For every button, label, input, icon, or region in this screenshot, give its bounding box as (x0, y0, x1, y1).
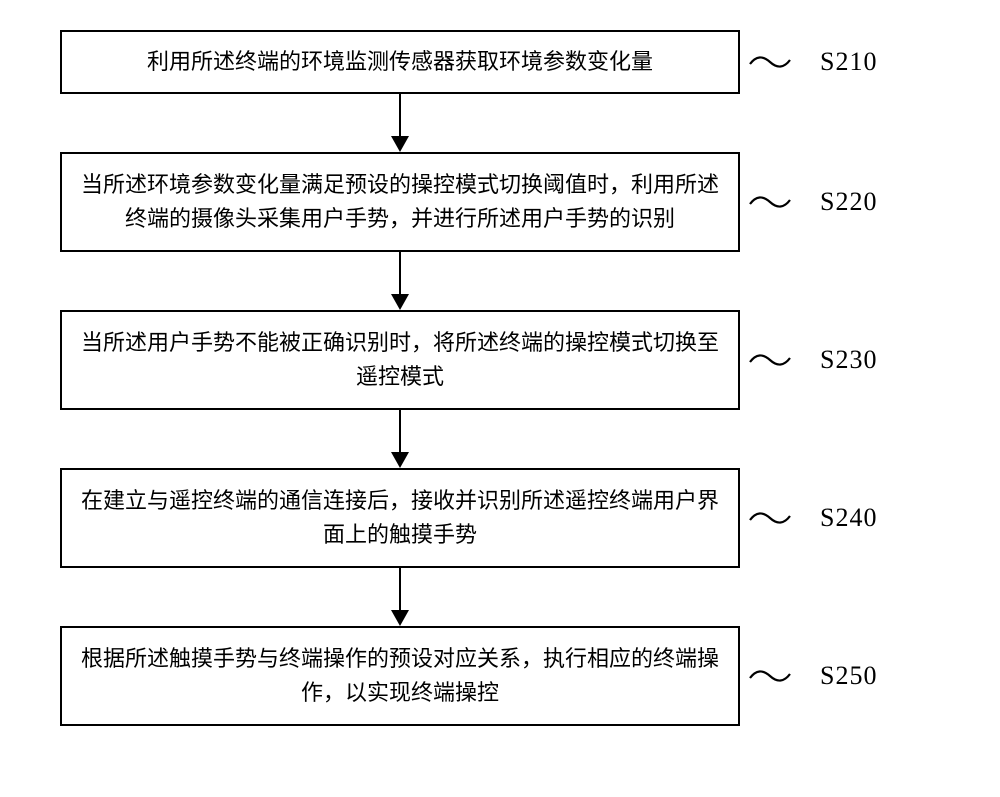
arrow-wrap (60, 252, 740, 310)
step-label: S240 (820, 503, 940, 533)
flow-step-box: 利用所述终端的环境监测传感器获取环境参数变化量 (60, 30, 740, 94)
step-label: S220 (820, 187, 940, 217)
connector-cell (740, 508, 800, 528)
connector-cell (740, 52, 800, 72)
flow-step-row: 利用所述终端的环境监测传感器获取环境参数变化量 S210 (60, 30, 940, 94)
flow-step-box: 当所述用户手势不能被正确识别时，将所述终端的操控模式切换至遥控模式 (60, 310, 740, 410)
connector-cell (740, 192, 800, 212)
down-arrow-icon (60, 94, 740, 152)
connector-tilde (749, 192, 791, 212)
arrow-line (399, 568, 401, 610)
flow-step-box: 当所述环境参数变化量满足预设的操控模式切换阈值时，利用所述终端的摄像头采集用户手… (60, 152, 740, 252)
connector-tilde (749, 52, 791, 72)
flow-step-row: 当所述环境参数变化量满足预设的操控模式切换阈值时，利用所述终端的摄像头采集用户手… (60, 152, 940, 252)
flow-step-row: 根据所述触摸手势与终端操作的预设对应关系，执行相应的终端操作，以实现终端操控 S2… (60, 626, 940, 726)
down-arrow-icon (60, 568, 740, 626)
flow-step-row: 当所述用户手势不能被正确识别时，将所述终端的操控模式切换至遥控模式 S230 (60, 310, 940, 410)
arrow-head (391, 610, 409, 626)
step-label: S250 (820, 661, 940, 691)
connector-tilde (749, 350, 791, 370)
connector-cell (740, 350, 800, 370)
arrow-head (391, 452, 409, 468)
connector-tilde (749, 508, 791, 528)
arrow-head (391, 294, 409, 310)
arrow-head (391, 136, 409, 152)
flowchart-container: 利用所述终端的环境监测传感器获取环境参数变化量 S210 当所述环境参数变化量满足预… (60, 30, 940, 726)
arrow-wrap (60, 568, 740, 626)
arrow-wrap (60, 94, 740, 152)
arrow-line (399, 252, 401, 294)
connector-tilde (749, 666, 791, 686)
step-label: S230 (820, 345, 940, 375)
step-label: S210 (820, 47, 940, 77)
flow-step-row: 在建立与遥控终端的通信连接后，接收并识别所述遥控终端用户界面上的触摸手势 S240 (60, 468, 940, 568)
flow-step-box: 根据所述触摸手势与终端操作的预设对应关系，执行相应的终端操作，以实现终端操控 (60, 626, 740, 726)
arrow-wrap (60, 410, 740, 468)
arrow-line (399, 94, 401, 136)
down-arrow-icon (60, 252, 740, 310)
down-arrow-icon (60, 410, 740, 468)
connector-cell (740, 666, 800, 686)
flow-step-box: 在建立与遥控终端的通信连接后，接收并识别所述遥控终端用户界面上的触摸手势 (60, 468, 740, 568)
arrow-line (399, 410, 401, 452)
